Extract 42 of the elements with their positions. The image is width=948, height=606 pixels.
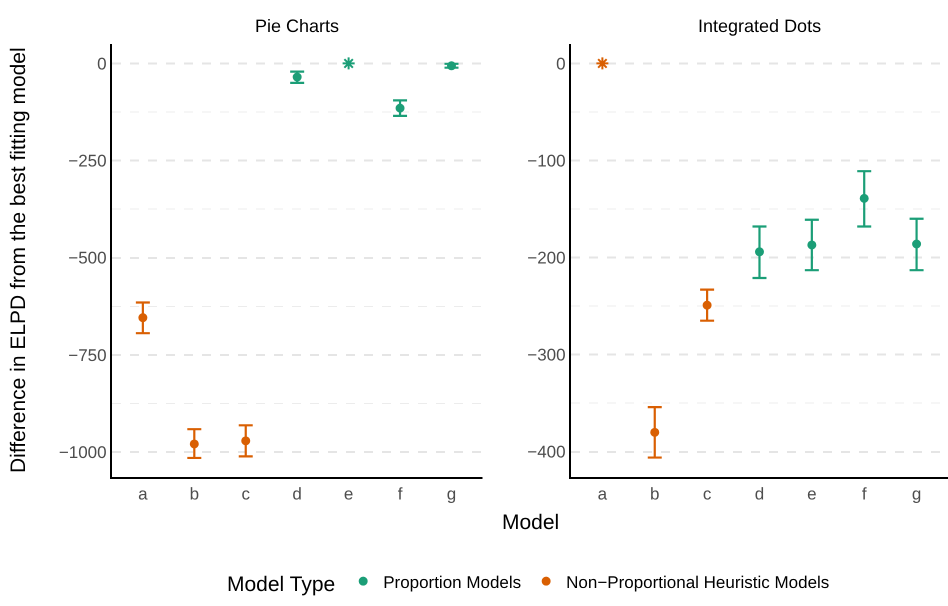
x-tick-label: f [862,484,867,504]
point [190,439,199,448]
point [650,428,660,437]
y-tick-label: −1000 [58,443,107,462]
point [595,56,610,70]
point [860,194,869,203]
y-tick-label: 0 [556,54,566,74]
x-tick-label: e [807,484,817,504]
y-tick-label: −750 [68,346,107,365]
y-tick-label: −500 [68,248,107,268]
x-tick-label: a [138,484,148,504]
legend-title: Model Type [227,572,336,596]
point [702,300,712,310]
legend-label: Non−Proportional Heuristic Models [566,572,830,592]
x-tick-label: d [292,484,302,504]
y-tick-label: −400 [527,442,566,462]
point [912,240,922,248]
y-tick-label: 0 [97,54,107,74]
y-tick-label: −100 [527,151,566,170]
point [342,56,356,70]
y-tick-label: −200 [527,248,566,268]
x-tick-label: d [754,484,764,504]
point [807,240,816,250]
chart-title: Pie Charts [255,16,340,36]
x-tick-label: c [702,484,712,504]
x-tick-label: c [241,484,250,504]
point [241,436,250,446]
x-tick-label: b [190,484,200,504]
legend-label: Proportion Models [383,572,522,592]
x-tick-label: b [650,484,660,504]
point [138,313,148,322]
y-tick-label: −250 [68,152,107,171]
chart-title: Integrated Dots [698,16,822,36]
point [754,247,764,256]
x-axis-title: Model [502,511,560,534]
x-tick-label: f [398,484,403,504]
x-tick-label: g [446,484,456,504]
x-tick-label: e [344,484,354,504]
x-tick-label: a [598,484,608,504]
y-axis-title: Difference in ELPD from the best fitting model [7,47,30,473]
x-tick-label: g [912,484,922,504]
y-tick-label: −300 [527,346,566,365]
